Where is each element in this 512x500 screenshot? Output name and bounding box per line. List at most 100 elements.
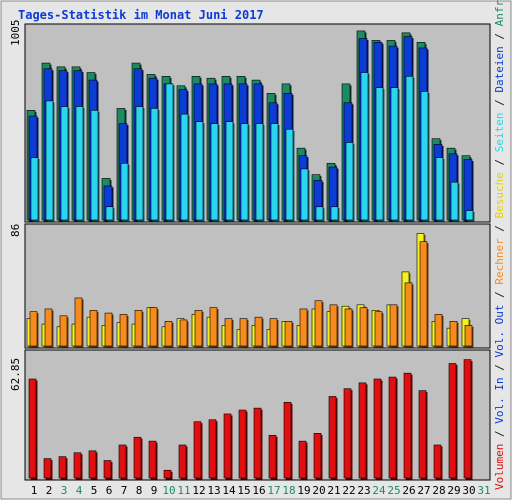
bar-volumen-day-20 [313, 433, 322, 479]
bar-seiten-day-10 [165, 83, 174, 221]
bar-rechner-day-21 [329, 304, 338, 347]
bar-volumen-day-4 [73, 452, 82, 479]
x-tick-day-9: 9 [151, 484, 158, 497]
legend-item-1: / [493, 424, 506, 444]
bar-rechner-day-18 [284, 321, 293, 347]
bar-volumen-day-8 [133, 436, 142, 479]
bar-volumen-day-16 [253, 407, 262, 479]
bar-seiten-day-26 [405, 76, 414, 221]
bar-seiten-day-11 [180, 113, 189, 221]
x-tick-day-21: 21 [327, 484, 340, 497]
bar-volumen-day-6 [103, 460, 112, 479]
legend-item-7: / [493, 218, 506, 238]
x-tick-day-7: 7 [121, 484, 128, 497]
bar-volumen-day-15 [238, 409, 247, 479]
bar-seiten-day-12 [195, 121, 204, 221]
bar-rechner-day-9 [149, 307, 158, 347]
legend-item-5: / [493, 285, 506, 305]
bar-volumen-day-22 [343, 388, 352, 479]
y-max-label-top: 1005 [9, 20, 22, 47]
bar-seiten-day-23 [360, 72, 369, 221]
bar-rechner-day-25 [389, 304, 398, 347]
bar-volumen-day-24 [373, 378, 382, 479]
x-tick-day-3: 3 [61, 484, 68, 497]
x-tick-day-15: 15 [237, 484, 250, 497]
bar-volumen-day-17 [268, 434, 277, 479]
bar-seiten-day-7 [120, 162, 129, 221]
chart-title: Tages-Statistik im Monat Juni 2017 [18, 8, 264, 22]
bar-rechner-day-14 [224, 318, 233, 347]
bar-rechner-day-30 [464, 325, 473, 347]
bar-volumen-day-28 [433, 444, 442, 479]
x-tick-day-22: 22 [342, 484, 355, 497]
x-tick-day-24: 24 [372, 484, 386, 497]
bar-seiten-day-5 [90, 110, 99, 221]
bar-seiten-day-14 [225, 121, 234, 221]
bar-rechner-day-4 [74, 297, 83, 347]
bar-rechner-day-2 [44, 308, 53, 347]
legend-item-9: / [493, 152, 506, 172]
x-tick-day-16: 16 [252, 484, 265, 497]
bar-volumen-day-19 [298, 440, 307, 479]
x-tick-day-29: 29 [447, 484, 460, 497]
x-tick-day-20: 20 [312, 484, 325, 497]
bar-rechner-day-5 [89, 310, 98, 347]
bar-volumen-day-30 [463, 359, 472, 479]
bar-seiten-day-27 [420, 91, 429, 221]
bar-seiten-day-16 [255, 123, 264, 221]
bar-volumen-day-1 [28, 378, 37, 479]
legend-item-4: Vol. Out [493, 305, 506, 358]
bar-volumen-day-10 [163, 469, 172, 479]
legend-item-11: / [493, 93, 506, 113]
legend-item-12: Dateien [493, 46, 506, 92]
bar-volumen-day-25 [388, 376, 397, 479]
bar-rechner-day-19 [299, 308, 308, 347]
x-tick-day-27: 27 [417, 484, 430, 497]
legend-item-10: Seiten [493, 112, 506, 152]
bar-rechner-day-8 [134, 310, 143, 347]
x-tick-day-11: 11 [177, 484, 190, 497]
bar-rechner-day-7 [119, 314, 128, 347]
bar-rechner-day-27 [419, 241, 428, 347]
bar-rechner-day-23 [359, 307, 368, 347]
bar-seiten-day-20 [315, 206, 324, 221]
bar-rechner-day-20 [314, 300, 323, 347]
bar-seiten-day-25 [390, 87, 399, 221]
bar-rechner-day-29 [449, 321, 458, 347]
bar-rechner-day-3 [59, 315, 68, 347]
bar-seiten-day-13 [210, 123, 219, 221]
bar-seiten-day-17 [270, 123, 279, 221]
x-tick-day-8: 8 [136, 484, 143, 497]
x-tick-day-10: 10 [162, 484, 175, 497]
bar-seiten-day-1 [30, 157, 39, 221]
x-tick-day-4: 4 [76, 484, 83, 497]
legend-item-8: Besuche [493, 172, 506, 218]
x-tick-day-26: 26 [402, 484, 415, 497]
bar-seiten-day-15 [240, 123, 249, 221]
bar-rechner-day-17 [269, 318, 278, 347]
x-tick-day-6: 6 [106, 484, 113, 497]
x-tick-day-25: 25 [387, 484, 400, 497]
x-tick-day-19: 19 [297, 484, 310, 497]
bar-seiten-day-29 [450, 181, 459, 221]
legend-item-2: Vol. In [493, 377, 506, 423]
bar-volumen-day-12 [193, 421, 202, 479]
legend-item-0: Volumen [493, 444, 506, 490]
bar-seiten-day-28 [435, 157, 444, 221]
bar-rechner-day-6 [104, 312, 113, 347]
x-tick-day-2: 2 [46, 484, 53, 497]
bar-volumen-day-23 [358, 382, 367, 479]
bar-volumen-day-2 [43, 458, 52, 479]
bar-rechner-day-24 [374, 311, 383, 347]
x-tick-day-18: 18 [282, 484, 295, 497]
x-tick-day-23: 23 [357, 484, 370, 497]
bar-volumen-day-7 [118, 444, 127, 479]
x-tick-labels: 1 2 3 4 5 6 7 8 9 10 11 12 13 14 15 16 17 18 19 20 21 22 23 24 2… [31, 484, 491, 497]
legend-item-13: / [493, 26, 506, 46]
bar-rechner-day-26 [404, 282, 413, 347]
bar-rechner-day-15 [239, 318, 248, 347]
bar-rechner-day-22 [344, 308, 353, 347]
x-tick-day-30: 30 [462, 484, 475, 497]
bar-volumen-day-29 [448, 363, 457, 479]
